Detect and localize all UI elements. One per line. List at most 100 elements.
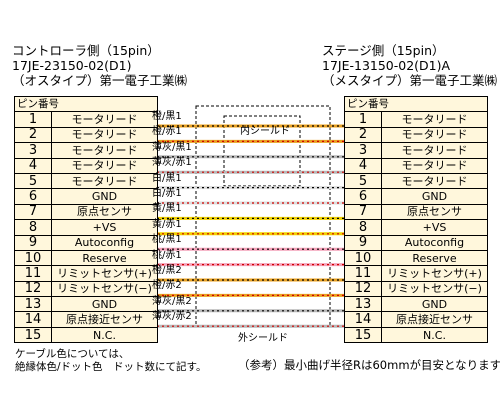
pin-number: 5 bbox=[344, 172, 382, 190]
table-row: 8 +VS bbox=[344, 219, 488, 236]
pin-signal: モータリード bbox=[51, 157, 158, 174]
table-row: 5 モータリード bbox=[344, 172, 488, 190]
table-row: 10 Reserve bbox=[344, 249, 488, 267]
table-row: 13 GND bbox=[14, 296, 158, 313]
pin-signal: Autoconfig bbox=[381, 234, 488, 251]
right-connector-maker: （メスタイプ）第一電子工業㈱ bbox=[322, 73, 498, 88]
table-row: 11 リミットセンサ(+) bbox=[14, 265, 158, 282]
pin-number: 12 bbox=[14, 280, 52, 298]
pin-signal: +VS bbox=[381, 219, 488, 236]
left-table-header-row: ピン番号 bbox=[14, 95, 158, 113]
wire-label: 橙/赤2 bbox=[152, 280, 182, 292]
pin-signal: モータリード bbox=[381, 157, 488, 174]
pin-signal: Reserve bbox=[51, 249, 158, 267]
pin-signal: 原点センサ bbox=[381, 203, 488, 221]
pin-number: 7 bbox=[14, 203, 52, 221]
wire-label: 橙/赤1 bbox=[152, 126, 182, 138]
pin-number: 9 bbox=[344, 234, 382, 251]
table-row: 14 原点接近センサ bbox=[344, 311, 488, 328]
pin-number: 10 bbox=[14, 249, 52, 267]
pin-signal: N.C. bbox=[381, 326, 488, 344]
table-row: 7 原点センサ bbox=[344, 203, 488, 221]
pin-number: 7 bbox=[344, 203, 382, 221]
wire-label: 薄灰/黒1 bbox=[152, 141, 192, 153]
pin-number: 2 bbox=[14, 126, 52, 144]
pin-signal: GND bbox=[381, 296, 488, 313]
pin-signal: 原点センサ bbox=[51, 203, 158, 221]
table-row: 1 モータリード bbox=[344, 111, 488, 128]
pin-signal: Autoconfig bbox=[51, 234, 158, 251]
pin-number: 3 bbox=[344, 142, 382, 159]
pin-signal: モータリード bbox=[51, 126, 158, 144]
pin-number: 14 bbox=[14, 311, 52, 328]
left-connector-title: コントローラ側（15pin） bbox=[12, 43, 160, 58]
table-row: 14 原点接近センサ bbox=[14, 311, 158, 328]
table-row: 15 N.C. bbox=[14, 326, 158, 344]
pin-number: 10 bbox=[344, 249, 382, 267]
table-row: 12 リミットセンサ(−) bbox=[14, 280, 158, 298]
table-row: 1 モータリード bbox=[14, 111, 158, 128]
pin-number: 11 bbox=[14, 265, 52, 282]
wire-label: 薄灰/赤2 bbox=[152, 311, 192, 323]
pin-number: 6 bbox=[14, 188, 52, 205]
left-table-header: ピン番号 bbox=[14, 95, 158, 113]
wire-label: 橙/黒1 bbox=[152, 111, 182, 122]
wire-label: 橙/黒2 bbox=[152, 265, 182, 276]
pin-number: 13 bbox=[14, 296, 52, 313]
pin-number: 3 bbox=[14, 142, 52, 159]
right-pin-table: ピン番号 1 モータリード 2 モータリード 3 モータリード 4 モータリード 5 モータリード 6… bbox=[344, 95, 488, 344]
pin-signal: Reserve bbox=[381, 249, 488, 267]
wire-label: 黄/赤1 bbox=[152, 218, 182, 230]
pin-number: 1 bbox=[14, 111, 52, 128]
table-row: 12 リミットセンサ(−) bbox=[344, 280, 488, 298]
table-row: 6 GND bbox=[344, 188, 488, 205]
pin-number: 8 bbox=[14, 219, 52, 236]
outer-shield-label: 外シールド bbox=[238, 333, 288, 344]
pin-signal: モータリード bbox=[51, 142, 158, 159]
pin-signal: GND bbox=[381, 188, 488, 205]
pin-number: 1 bbox=[344, 111, 382, 128]
pin-number: 15 bbox=[344, 326, 382, 344]
table-row: 5 モータリード bbox=[14, 172, 158, 190]
wire-label: 薄灰/黒2 bbox=[152, 295, 192, 307]
pin-signal: N.C. bbox=[51, 326, 158, 344]
table-row: 3 モータリード bbox=[344, 142, 488, 159]
cable-color-note: ケーブル色については、 絶縁体色/ドット色 ドット数にて記す。 bbox=[15, 348, 207, 374]
right-table-header: ピン番号 bbox=[344, 95, 488, 113]
table-row: 3 モータリード bbox=[14, 142, 158, 159]
pin-signal: 原点接近センサ bbox=[381, 311, 488, 328]
wire-label: 薄灰/赤1 bbox=[152, 157, 192, 169]
pin-number: 4 bbox=[344, 157, 382, 174]
pin-signal: GND bbox=[51, 188, 158, 205]
pin-signal: モータリード bbox=[381, 126, 488, 144]
right-table-header-row: ピン番号 bbox=[344, 95, 488, 113]
cable-color-note-line-1: ケーブル色については、 bbox=[15, 348, 130, 360]
pin-number: 15 bbox=[14, 326, 52, 344]
pin-number: 2 bbox=[344, 126, 382, 144]
pin-number: 14 bbox=[344, 311, 382, 328]
right-connector-title: ステージ側（15pin） bbox=[322, 43, 445, 58]
pin-signal: モータリード bbox=[381, 142, 488, 159]
right-connector-header: ステージ側（15pin） 17JE-13150-02(D1)A （メスタイプ）第… bbox=[322, 43, 497, 88]
table-row: 9 Autoconfig bbox=[344, 234, 488, 251]
wire-label: 桃/赤1 bbox=[152, 249, 182, 261]
wire-label: 黄/黒1 bbox=[152, 203, 182, 215]
left-connector-header: コントローラ側（15pin） 17JE-23150-02(D1) （オスタイプ）… bbox=[12, 43, 187, 88]
pin-signal: モータリード bbox=[51, 111, 158, 128]
pin-number: 13 bbox=[344, 296, 382, 313]
pin-signal: +VS bbox=[51, 219, 158, 236]
table-row: 2 モータリード bbox=[344, 126, 488, 144]
table-row: 10 Reserve bbox=[14, 249, 158, 267]
table-row: 11 リミットセンサ(+) bbox=[344, 265, 488, 282]
outer-shield-box bbox=[195, 105, 331, 327]
inner-shield-box bbox=[223, 115, 301, 187]
pin-signal: リミットセンサ(−) bbox=[381, 280, 488, 298]
table-row: 13 GND bbox=[344, 296, 488, 313]
pin-number: 6 bbox=[344, 188, 382, 205]
pin-signal: モータリード bbox=[381, 172, 488, 190]
wire-label: 白/赤1 bbox=[152, 188, 182, 199]
pin-number: 11 bbox=[344, 265, 382, 282]
left-connector-maker: （オスタイプ）第一電子工業㈱ bbox=[12, 73, 188, 88]
pin-signal: リミットセンサ(+) bbox=[381, 265, 488, 282]
